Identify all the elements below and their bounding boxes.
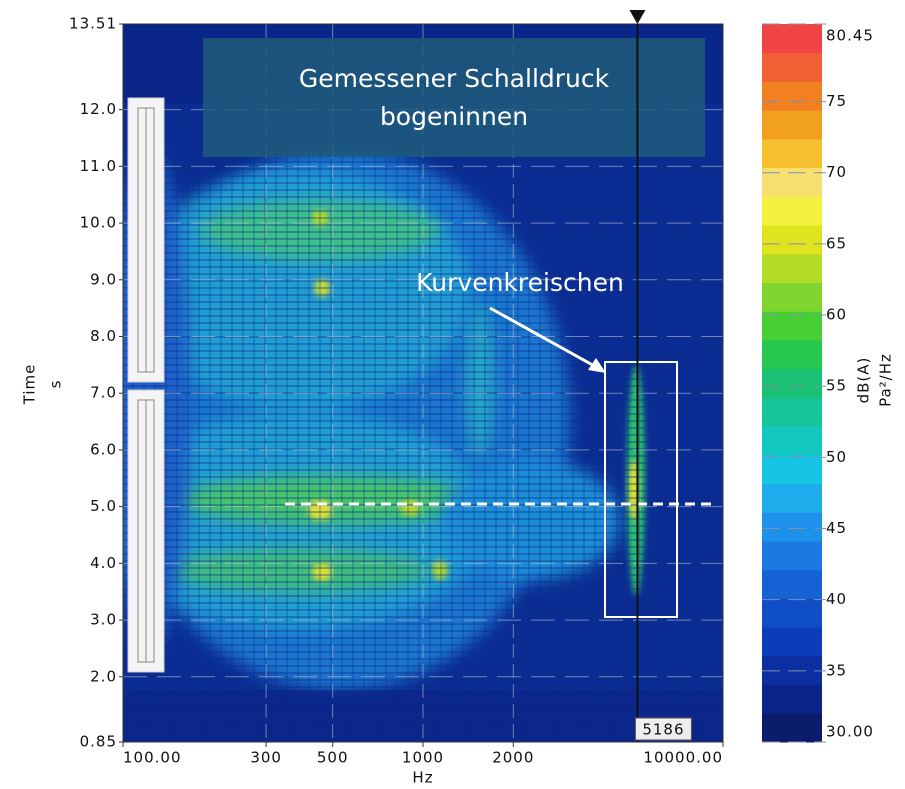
- colorbar-band: [762, 713, 822, 742]
- colorbar-band: [762, 225, 822, 254]
- colorbar-label: dB(A): [855, 357, 873, 404]
- colorbar-band: [762, 426, 822, 455]
- x-tick-label: 300: [250, 749, 282, 767]
- colorbar-band: [762, 254, 822, 283]
- colorbar-band: [762, 53, 822, 82]
- colorbar-band: [762, 512, 822, 541]
- annotation-box: [203, 38, 705, 157]
- cursor-marker: [629, 10, 645, 24]
- colorbar-tick-label: 70: [826, 163, 847, 181]
- y-tick-label: 3.0: [90, 611, 117, 629]
- chart: Gemessener Schalldruck bogeninnen Kurven…: [0, 0, 905, 789]
- x-axis-label: Hz: [412, 769, 433, 787]
- x-tick-label: 2000: [492, 749, 534, 767]
- cursor-label: 5186: [642, 721, 684, 739]
- colorbar-band: [762, 110, 822, 139]
- colorbar-band: [762, 81, 822, 110]
- colorbar-band: [762, 570, 822, 599]
- colorbar-tick-label: 30.00: [826, 723, 874, 741]
- colorbar-tick-label: 45: [826, 519, 847, 537]
- colorbar-band: [762, 369, 822, 398]
- y-tick-label: 10.0: [80, 214, 117, 232]
- colorbar-band: [762, 311, 822, 340]
- y-tick-label: 4.0: [90, 554, 117, 572]
- colorbar-band: [762, 627, 822, 656]
- annotation-text: bogeninnen: [380, 102, 528, 131]
- y-tick-label: 7.0: [90, 384, 117, 402]
- y-tick-label: 13.51: [69, 15, 117, 33]
- y-tick-label: 11.0: [80, 157, 117, 175]
- colorbar-tick-label: 75: [826, 92, 847, 110]
- colorbar-band: [762, 168, 822, 197]
- y-tick-label: 2.0: [90, 667, 117, 685]
- annotation-text: Gemessener Schalldruck: [299, 64, 610, 93]
- x-tick-label: 1000: [402, 749, 444, 767]
- y-tick-label: 8.0: [90, 327, 117, 345]
- colorbar-band: [762, 282, 822, 311]
- x-tick-label: 10000.00: [643, 749, 723, 767]
- x-tick-label: 500: [317, 749, 349, 767]
- colorbar-tick-label: 80.45: [826, 27, 874, 45]
- y-tick-label: 5.0: [90, 497, 117, 515]
- y-tick-label: 9.0: [90, 270, 117, 288]
- colorbar-band: [762, 397, 822, 426]
- y-tick-label: 6.0: [90, 440, 117, 458]
- y-tick-label: 0.85: [80, 733, 117, 751]
- colorbar-band: [762, 484, 822, 513]
- colorbar-tick-label: 35: [826, 661, 847, 679]
- colorbar-tick-label: 50: [826, 448, 847, 466]
- colorbar-band: [762, 139, 822, 168]
- colorbar-band: [762, 541, 822, 570]
- y-tick-label: 12.0: [80, 100, 117, 118]
- colorbar-band: [762, 340, 822, 369]
- colorbar-tick-label: 40: [826, 590, 847, 608]
- colorbar-unit: Pa²/Hz: [877, 353, 895, 407]
- colorbar-tick-label: 65: [826, 234, 847, 252]
- colorbar-tick-label: 55: [826, 377, 847, 395]
- y-axis-label: Time: [21, 364, 39, 406]
- colorbar-tick-label: 60: [826, 306, 847, 324]
- colorbar-band: [762, 196, 822, 225]
- colorbar-band: [762, 24, 822, 53]
- x-tick-label: 100.00: [123, 749, 182, 767]
- colorbar-band: [762, 455, 822, 484]
- y-axis-unit: s: [47, 380, 65, 389]
- colorbar-band: [762, 598, 822, 627]
- colorbar-band: [762, 685, 822, 714]
- annotation-text: Kurvenkreischen: [416, 268, 624, 297]
